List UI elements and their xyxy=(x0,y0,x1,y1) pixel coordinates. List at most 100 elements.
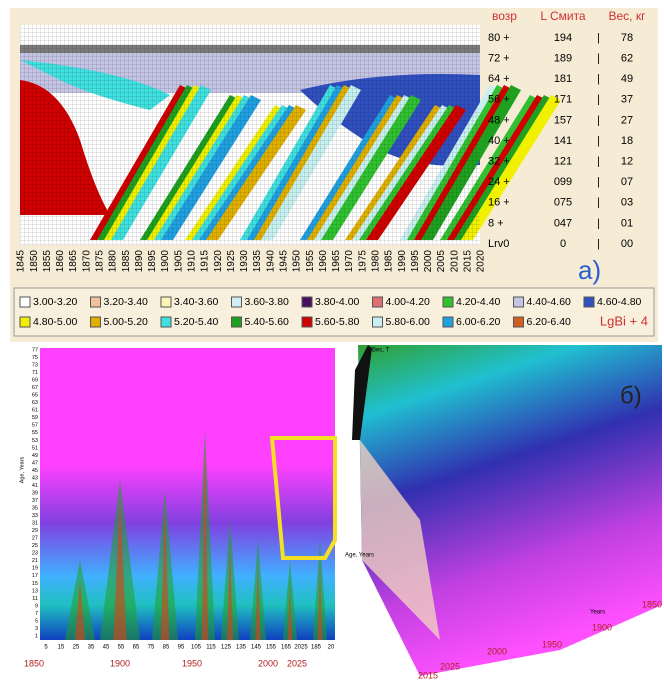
x-tick-label: 105 xyxy=(191,645,202,651)
y-tick-label: 53 xyxy=(32,438,38,444)
x-tick-label: 1945 xyxy=(278,250,289,273)
y-tick-label: 9 xyxy=(35,603,38,609)
separator: | xyxy=(597,94,600,106)
x-tick-label: 95 xyxy=(178,645,185,651)
weight: 37 xyxy=(621,94,633,106)
x-tick-label: 2025 xyxy=(294,645,308,651)
y-tick-label: 5 xyxy=(35,618,38,624)
y-tick-label: 41 xyxy=(32,483,38,489)
x-tick-label: 1875 xyxy=(94,250,105,273)
axis-bar xyxy=(352,345,372,440)
plot-grid xyxy=(20,25,480,245)
x-tick-label: 135 xyxy=(236,645,247,651)
y-tick-label: 7 xyxy=(35,611,38,617)
spike xyxy=(255,560,261,640)
x-tick-label: 1965 xyxy=(331,250,342,273)
x-tick-label: 1905 xyxy=(173,250,184,273)
legend-swatch xyxy=(372,296,383,308)
x-tick-label: 1985 xyxy=(384,250,395,273)
legend-label: 4.80-5.00 xyxy=(33,316,78,328)
legend-label: 3.60-3.80 xyxy=(245,296,290,308)
legend-swatch xyxy=(372,316,383,328)
x-tick-label: 1880 xyxy=(108,250,119,273)
weight: 07 xyxy=(621,176,633,188)
legend-label: 5.20-5.40 xyxy=(174,316,219,328)
x-tick-label: 1960 xyxy=(318,250,329,273)
length: 171 xyxy=(554,94,572,106)
x-tick-label: 1975 xyxy=(357,250,368,273)
y-tick-label: 23 xyxy=(32,551,38,557)
y-tick-label: 43 xyxy=(32,475,38,481)
length: 189 xyxy=(554,53,572,65)
table-header: Вес, кг xyxy=(609,9,647,23)
table-header: возр xyxy=(492,9,517,23)
legend-swatch xyxy=(442,316,454,328)
legend-label: 4.40-4.60 xyxy=(527,296,572,308)
separator: | xyxy=(597,238,600,250)
y-tick-label: 63 xyxy=(32,400,38,406)
x-tick-label: 1920 xyxy=(213,250,224,273)
year-label: 2025 xyxy=(287,658,307,668)
age: 32 + xyxy=(488,156,510,168)
age: 40 + xyxy=(488,135,510,147)
spike xyxy=(201,450,209,640)
age: 80 + xyxy=(488,32,510,44)
y-tick-label: 51 xyxy=(32,445,38,451)
separator: | xyxy=(597,32,600,44)
spike xyxy=(113,500,127,640)
x-tick-label: 185 xyxy=(311,645,322,651)
x-tick-label: 2020 xyxy=(476,250,487,273)
age: 24 + xyxy=(488,176,510,188)
y-tick-label: 29 xyxy=(32,528,38,534)
legend-label: 6.20-6.40 xyxy=(527,316,572,328)
x-tick-label: 25 xyxy=(73,645,80,651)
contour-spikes xyxy=(65,430,327,640)
x-tick-label: 15 xyxy=(58,645,65,651)
x-tick-label: 1870 xyxy=(81,250,92,273)
length: 194 xyxy=(554,32,572,44)
legend-swatch xyxy=(160,316,172,328)
weight: 00 xyxy=(621,238,633,250)
y-tick-label: 33 xyxy=(32,513,38,519)
legend-swatch xyxy=(90,296,101,308)
x-tick-label: 1860 xyxy=(55,250,66,273)
weight: 03 xyxy=(621,197,633,209)
x-tick-label: 45 xyxy=(103,645,110,651)
year-label: 1850 xyxy=(642,599,662,609)
x-tick-label: 1935 xyxy=(252,250,263,273)
x-tick-label: 1850 xyxy=(29,250,40,273)
year-label: 1950 xyxy=(182,658,202,668)
separator: | xyxy=(597,217,600,229)
legend-label: 3.80-4.00 xyxy=(315,296,360,308)
age: 8 + xyxy=(488,217,504,229)
y-tick-label: 55 xyxy=(32,430,38,436)
y-tick-label: 39 xyxy=(32,490,38,496)
highlight-outline xyxy=(269,436,337,560)
x-tick-label: 1865 xyxy=(68,250,79,273)
y-tick-label: 57 xyxy=(32,423,38,429)
legend-swatch xyxy=(301,316,313,328)
legend-swatch xyxy=(231,316,242,328)
weight: 27 xyxy=(621,114,633,126)
x-tick-label: 1925 xyxy=(226,250,237,273)
length: 075 xyxy=(554,197,572,209)
legend-swatch xyxy=(442,296,454,308)
weight: 18 xyxy=(621,135,633,147)
x-tick-label: 1910 xyxy=(186,250,197,273)
year-label: 2000 xyxy=(258,658,278,668)
x-tick-label: 1855 xyxy=(42,250,53,273)
legend-label: 3.40-3.60 xyxy=(174,296,219,308)
x-tick-label: 145 xyxy=(251,645,262,651)
spike xyxy=(317,560,323,640)
year-label: 1900 xyxy=(592,622,612,632)
x-tick-label: 1845 xyxy=(16,250,27,273)
surface-3d xyxy=(358,345,662,676)
age: 48 + xyxy=(488,114,510,126)
separator: | xyxy=(597,53,600,65)
y-tick-label: 45 xyxy=(32,468,38,474)
x-tick-label: 65 xyxy=(133,645,140,651)
surface-side xyxy=(360,440,440,640)
x-tick-label: 1970 xyxy=(344,250,355,273)
age: 16 + xyxy=(488,197,510,209)
legend-label: 5.00-5.20 xyxy=(104,316,149,328)
